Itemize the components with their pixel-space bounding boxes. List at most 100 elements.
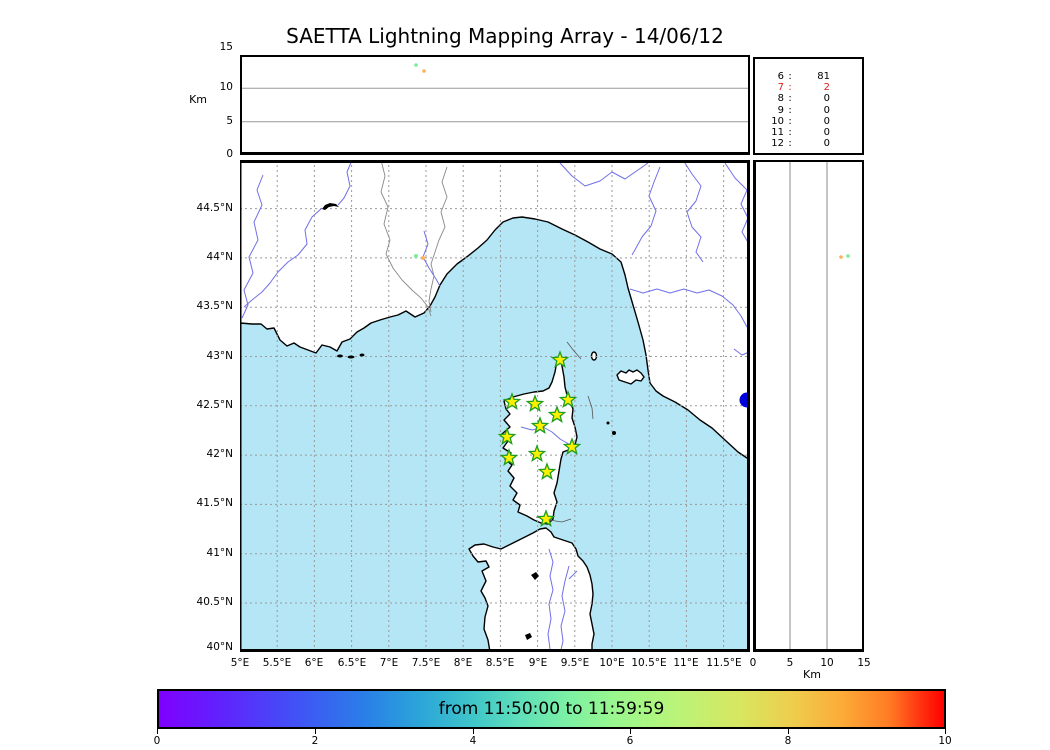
colorbar-tick: 8 — [784, 735, 792, 747]
lon-tick: 9.5°E — [560, 657, 590, 669]
lat-tick: 43°N — [206, 350, 233, 362]
count-value: 0 — [823, 93, 830, 105]
colon: : — [788, 104, 792, 116]
altitude-gridlines — [789, 162, 828, 650]
lon-tick: 11°E — [673, 657, 699, 669]
colon: : — [788, 71, 792, 82]
count-value: 81 — [817, 71, 830, 82]
source-dot-green — [414, 63, 418, 67]
lat-tick: 40.5°N — [196, 596, 233, 608]
colorbar-tickmark — [473, 729, 474, 734]
top-panel-y-axis-label: Km — [189, 93, 207, 106]
hyeres-islet — [359, 353, 365, 357]
lakes-and-islets — [322, 203, 616, 640]
source-dot-orange — [422, 69, 426, 73]
alt-tick: 0 — [749, 657, 757, 669]
colorbar-tickmark — [630, 729, 631, 734]
panel-border — [753, 160, 864, 652]
count-row: 8: 0 — [766, 93, 832, 104]
colorbar-tick: 10 — [938, 735, 952, 747]
count-row: 9: 0 — [766, 105, 832, 116]
source-dot-green — [414, 254, 418, 258]
alt-tick: 10 — [820, 657, 834, 669]
hyeres-islet — [347, 355, 355, 359]
colorbar-tickmark — [315, 729, 316, 734]
count-row-highlighted: 7: 2 — [766, 82, 832, 93]
top-panel-ytick: 0 — [226, 148, 233, 160]
colorbar-tickmark — [157, 729, 158, 734]
lat-tick: 44.5°N — [196, 202, 233, 214]
lon-tick: 10°E — [599, 657, 625, 669]
colon: : — [788, 138, 792, 150]
count-value: 0 — [823, 138, 830, 150]
lat-tick: 43.5°N — [196, 300, 233, 312]
top-panel-ytick: 5 — [226, 115, 233, 127]
map-panel — [240, 160, 750, 652]
count-key: 9 — [777, 104, 784, 116]
page-title: SAETTA Lightning Mapping Array - 14/06/1… — [286, 24, 724, 48]
hyeres-islet — [337, 354, 343, 358]
right-panel-x-axis-label: Km — [803, 668, 821, 681]
count-value: 0 — [823, 115, 830, 127]
graticule — [240, 160, 750, 652]
panel-border — [753, 57, 864, 155]
altitude-gridlines — [242, 87, 748, 123]
lat-tick: 41°N — [206, 547, 233, 559]
lat-tick: 44°N — [206, 251, 233, 263]
lon-tick: 9°E — [528, 657, 548, 669]
colorbar-tick: 0 — [153, 735, 161, 747]
lat-tick: 42°N — [206, 448, 233, 460]
lat-tick: 40°N — [206, 641, 233, 653]
colon: : — [788, 127, 792, 139]
colorbar-tick: 2 — [311, 735, 319, 747]
count-row: 12: 0 — [766, 138, 832, 149]
lon-tick: 6°E — [304, 657, 324, 669]
lon-tick: 5.5°E — [262, 657, 292, 669]
source-dot-orange — [421, 256, 425, 260]
lon-tick: 8°E — [453, 657, 473, 669]
count-key: 6 — [777, 71, 784, 82]
count-key: 10 — [771, 115, 784, 127]
count-row: 11: 0 — [766, 127, 832, 138]
count-value: 0 — [823, 104, 830, 116]
rivers — [241, 160, 750, 651]
lon-tick: 5°E — [230, 657, 250, 669]
top-panel-ytick: 15 — [219, 41, 233, 53]
montecristo-islet — [612, 431, 616, 435]
lon-tick: 7.5°E — [411, 657, 441, 669]
colorbar-tick: 4 — [469, 735, 477, 747]
source-dot-orange — [839, 255, 843, 259]
colon: : — [788, 82, 792, 94]
top-panel-ytick: 10 — [219, 81, 233, 93]
colorbar-tickmark — [945, 729, 946, 734]
sardinia-lake — [525, 633, 532, 640]
altitude-latitude-panel — [753, 160, 864, 652]
time-colorbar — [157, 689, 946, 729]
count-value: 0 — [823, 127, 830, 139]
source-dot-green — [846, 254, 850, 258]
pianosa-islet — [606, 421, 610, 425]
count-key: 7 — [777, 82, 784, 94]
colon: : — [788, 93, 792, 105]
country-borders — [380, 160, 448, 317]
colon: : — [788, 115, 792, 127]
colorbar-label: from 11:50:00 to 11:59:59 — [438, 699, 665, 719]
count-key: 12 — [771, 138, 784, 150]
elba-island — [616, 369, 645, 385]
lon-tick: 7°E — [379, 657, 399, 669]
alt-tick: 5 — [786, 657, 794, 669]
count-row: 10: 0 — [766, 116, 832, 127]
lon-tick: 6.5°E — [337, 657, 367, 669]
mainland-france-italy — [240, 160, 750, 461]
lon-tick: 10.5°E — [631, 657, 667, 669]
count-key: 8 — [777, 93, 784, 105]
count-key: 11 — [771, 127, 784, 139]
count-row: 6: 81 — [766, 71, 832, 82]
source-counts-table: 6: 81 7: 2 8: 0 9: 0 10: 0 11: 0 12: 0 — [766, 71, 832, 149]
colorbar-tick: 6 — [626, 735, 634, 747]
alt-tick: 15 — [857, 657, 871, 669]
counts-panel-frame — [753, 57, 864, 155]
count-value: 2 — [823, 82, 830, 94]
lon-tick: 11.5°E — [706, 657, 742, 669]
